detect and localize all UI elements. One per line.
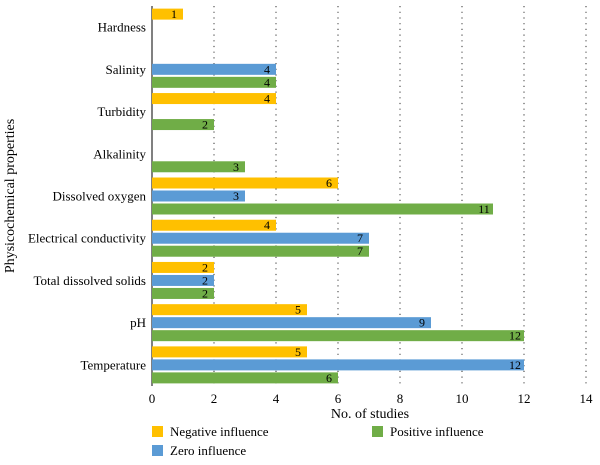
bar-zero-influence-total-dissolved-solids <box>152 274 214 286</box>
data-label: 11 <box>478 202 490 216</box>
category-label-hardness: Hardness <box>98 20 146 35</box>
category-label-temperature: Temperature <box>81 357 147 372</box>
bar-negative-influence-dissolved-oxygen <box>152 177 338 189</box>
category-label-dissolved-oxygen: Dissolved oxygen <box>52 189 146 204</box>
data-label: 4 <box>264 218 270 232</box>
x-tick-label: 14 <box>580 391 594 406</box>
data-label: 12 <box>509 329 521 343</box>
bar-positive-influence-total-dissolved-solids <box>152 287 214 299</box>
bar-negative-influence-electrical-conductivity <box>152 219 276 231</box>
data-label: 5 <box>295 345 301 359</box>
category-label-alkalinity: Alkalinity <box>93 146 146 161</box>
legend-swatch-zero-influence <box>152 445 163 456</box>
legend-label-zero-influence: Zero influence <box>170 443 246 458</box>
bar-zero-influence-electrical-conductivity <box>152 232 369 244</box>
data-label: 2 <box>202 260 208 274</box>
legend-swatch-positive-influence <box>372 426 383 437</box>
x-tick-label: 4 <box>273 391 280 406</box>
bar-zero-influence-ph <box>152 317 431 329</box>
data-label: 7 <box>357 231 363 245</box>
data-label: 2 <box>202 273 208 287</box>
bar-positive-influence-temperature <box>152 372 338 384</box>
bar-positive-influence-ph <box>152 330 524 342</box>
bar-negative-influence-ph <box>152 304 307 316</box>
x-tick-label: 2 <box>211 391 218 406</box>
x-tick-label: 8 <box>397 391 404 406</box>
x-tick-labels: 0 2 4 6 8 10 12 14 <box>149 391 593 406</box>
category-label-total-dissolved-solids: Total dissolved solids <box>34 273 146 288</box>
data-label: 2 <box>202 286 208 300</box>
bar-positive-influence-salinity <box>152 76 276 88</box>
legend: Negative influence Zero influence Positive… <box>152 424 484 458</box>
data-label: 4 <box>264 92 270 106</box>
data-label: 1 <box>171 7 177 21</box>
category-label-turbidity: Turbidity <box>97 104 146 119</box>
bar-negative-influence-total-dissolved-solids <box>152 261 214 273</box>
bar-zero-influence-salinity <box>152 63 276 75</box>
x-tick-label: 12 <box>518 391 531 406</box>
y-tick-labels: Hardness Salinity Turbidity Alkalinity Disso… <box>28 20 147 373</box>
category-label-ph: pH <box>130 315 146 330</box>
bar-zero-influence-dissolved-oxygen <box>152 190 245 202</box>
data-label: 12 <box>509 358 521 372</box>
x-tick-label: 10 <box>456 391 469 406</box>
bar-negative-influence-temperature <box>152 346 307 358</box>
x-tick-label: 6 <box>335 391 342 406</box>
y-axis-label: Physicochemical properties <box>3 119 18 273</box>
data-label: 7 <box>357 244 363 258</box>
x-tick-label: 0 <box>149 391 156 406</box>
data-label: 3 <box>233 189 239 203</box>
data-label: 2 <box>202 118 208 132</box>
bar-positive-influence-electrical-conductivity <box>152 245 369 257</box>
data-label: 9 <box>419 316 425 330</box>
category-label-salinity: Salinity <box>106 62 147 77</box>
data-label: 6 <box>326 176 332 190</box>
legend-swatch-negative-influence <box>152 426 163 437</box>
data-label: 5 <box>295 303 301 317</box>
bar-zero-influence-temperature <box>152 359 524 371</box>
data-label: 4 <box>264 62 270 76</box>
data-label: 3 <box>233 160 239 174</box>
x-axis-label: No. of studies <box>331 407 409 422</box>
bar-positive-influence-dissolved-oxygen <box>152 203 493 215</box>
bar-negative-influence-hardness <box>152 8 183 20</box>
bar-negative-influence-turbidity <box>152 93 276 105</box>
legend-label-positive-influence: Positive influence <box>390 424 484 439</box>
category-label-electrical-conductivity: Electrical conductivity <box>28 231 147 246</box>
legend-label-negative-influence: Negative influence <box>170 424 269 439</box>
data-label: 4 <box>264 75 270 89</box>
data-label: 6 <box>326 371 332 385</box>
bar-positive-influence-alkalinity <box>152 161 245 173</box>
bar-positive-influence-turbidity <box>152 119 214 131</box>
